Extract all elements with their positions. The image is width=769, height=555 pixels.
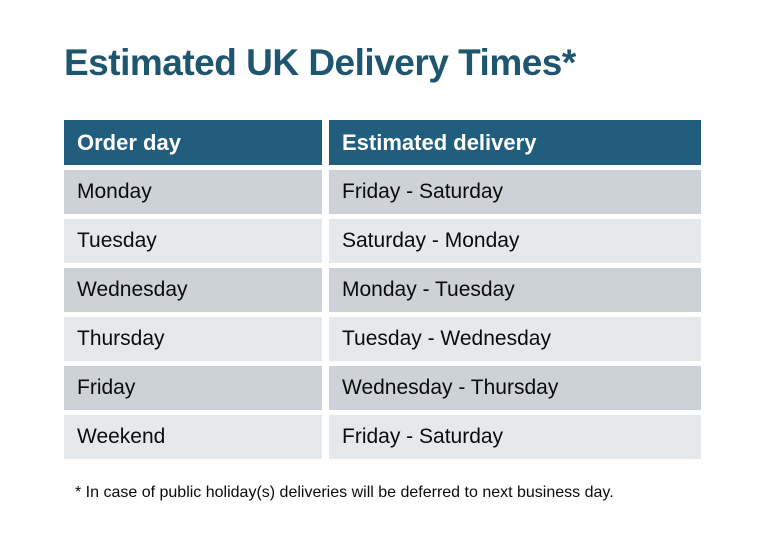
delivery-cell: Saturday - Monday	[329, 219, 701, 263]
footnote: * In case of public holiday(s) deliverie…	[75, 484, 614, 501]
column-header-order-day: Order day	[64, 120, 322, 165]
delivery-cell: Wednesday - Thursday	[329, 366, 701, 410]
order-day-cell: Wednesday	[64, 268, 322, 312]
delivery-times-table: Order day Estimated delivery Monday Frid…	[64, 120, 701, 459]
order-day-cell: Tuesday	[64, 219, 322, 263]
delivery-cell: Friday - Saturday	[329, 415, 701, 459]
order-day-cell: Monday	[64, 170, 322, 214]
order-day-cell: Weekend	[64, 415, 322, 459]
order-day-cell: Thursday	[64, 317, 322, 361]
page-title: Estimated UK Delivery Times*	[64, 42, 576, 83]
order-day-cell: Friday	[64, 366, 322, 410]
delivery-cell: Tuesday - Wednesday	[329, 317, 701, 361]
delivery-cell: Monday - Tuesday	[329, 268, 701, 312]
delivery-cell: Friday - Saturday	[329, 170, 701, 214]
column-header-estimated-delivery: Estimated delivery	[329, 120, 701, 165]
